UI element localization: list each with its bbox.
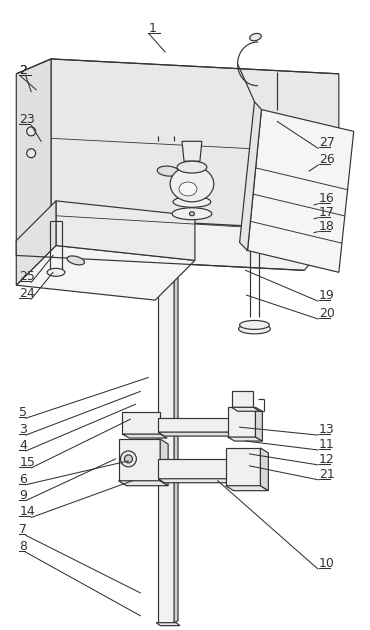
Polygon shape: [158, 479, 236, 483]
Ellipse shape: [67, 256, 84, 265]
Polygon shape: [226, 486, 268, 491]
Text: 24: 24: [19, 287, 35, 300]
Polygon shape: [158, 432, 236, 436]
Text: 3: 3: [19, 423, 27, 436]
Text: 7: 7: [19, 524, 27, 536]
Ellipse shape: [173, 197, 211, 207]
Polygon shape: [226, 448, 260, 486]
Polygon shape: [56, 201, 195, 260]
Text: 27: 27: [319, 136, 335, 149]
Text: 6: 6: [19, 472, 27, 486]
Ellipse shape: [172, 208, 212, 220]
Polygon shape: [232, 391, 253, 408]
Ellipse shape: [240, 321, 269, 329]
Polygon shape: [156, 622, 180, 626]
Ellipse shape: [170, 166, 214, 202]
Text: 26: 26: [319, 153, 335, 166]
Text: 17: 17: [319, 206, 335, 219]
Polygon shape: [158, 459, 230, 479]
Polygon shape: [16, 59, 51, 255]
Text: 25: 25: [19, 270, 35, 284]
Ellipse shape: [157, 166, 179, 176]
Ellipse shape: [177, 161, 207, 173]
Polygon shape: [122, 412, 160, 434]
Polygon shape: [174, 134, 178, 622]
Polygon shape: [255, 408, 262, 441]
Text: 19: 19: [319, 289, 335, 302]
Ellipse shape: [47, 268, 65, 277]
Text: 13: 13: [319, 423, 335, 436]
Text: 2: 2: [19, 64, 27, 77]
Polygon shape: [16, 246, 195, 300]
Polygon shape: [118, 439, 160, 481]
Text: 1: 1: [148, 22, 156, 35]
Polygon shape: [118, 481, 168, 486]
Polygon shape: [248, 110, 354, 272]
Ellipse shape: [189, 212, 194, 215]
Polygon shape: [246, 237, 265, 251]
Text: 8: 8: [19, 540, 27, 553]
Text: 15: 15: [19, 456, 35, 469]
Text: 5: 5: [19, 406, 27, 419]
Text: 10: 10: [319, 557, 335, 570]
Ellipse shape: [27, 149, 36, 158]
Text: 21: 21: [319, 467, 335, 481]
Polygon shape: [228, 408, 255, 437]
Polygon shape: [240, 101, 262, 251]
Polygon shape: [158, 418, 230, 432]
Polygon shape: [228, 437, 262, 441]
Ellipse shape: [239, 324, 270, 334]
Ellipse shape: [124, 455, 132, 463]
Text: 9: 9: [19, 489, 27, 501]
Polygon shape: [260, 448, 268, 491]
Polygon shape: [158, 136, 174, 622]
Text: 16: 16: [319, 192, 335, 205]
Polygon shape: [232, 408, 259, 411]
Ellipse shape: [179, 182, 197, 196]
Text: 12: 12: [319, 453, 335, 466]
Text: 2: 2: [19, 64, 27, 77]
Polygon shape: [182, 141, 202, 161]
Polygon shape: [160, 439, 168, 486]
Polygon shape: [16, 215, 339, 270]
Text: 14: 14: [19, 505, 35, 518]
Ellipse shape: [121, 451, 137, 467]
Text: 18: 18: [319, 220, 335, 232]
Text: 20: 20: [319, 307, 335, 320]
Polygon shape: [122, 434, 167, 438]
Text: 4: 4: [19, 439, 27, 452]
Polygon shape: [16, 201, 56, 285]
Ellipse shape: [27, 127, 36, 136]
Polygon shape: [51, 59, 339, 231]
Ellipse shape: [250, 33, 261, 41]
Text: 23: 23: [19, 113, 35, 127]
Text: 11: 11: [319, 438, 335, 451]
